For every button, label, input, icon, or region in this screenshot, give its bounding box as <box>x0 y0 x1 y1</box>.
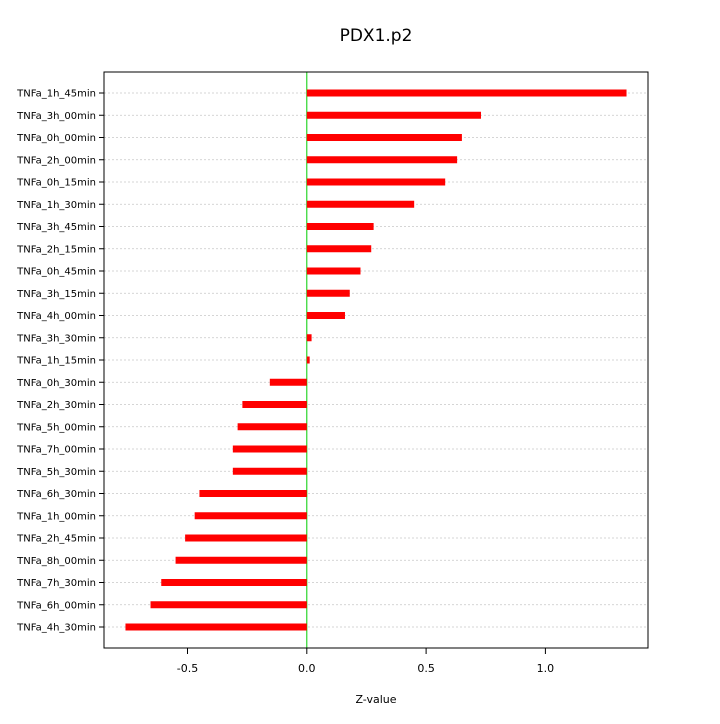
x-tick-label: 0.0 <box>298 662 316 675</box>
y-tick-label: TNFa_4h_30min <box>16 623 96 634</box>
y-tick-label: TNFa_1h_00min <box>16 511 96 522</box>
y-tick-label: TNFa_6h_30min <box>16 489 96 500</box>
x-tick-label: 1.0 <box>537 662 555 675</box>
chart-title: PDX1.p2 <box>340 26 413 46</box>
bar <box>175 556 307 564</box>
bar <box>306 312 345 319</box>
y-tick-label: TNFa_6h_00min <box>16 600 96 611</box>
bar <box>194 512 307 520</box>
bar <box>306 245 372 253</box>
bar <box>306 89 627 97</box>
bar <box>237 423 307 431</box>
y-axis: TNFa_1h_45min TNFa_3h_00min TNFa_0h_00min T… <box>16 89 104 634</box>
bar <box>306 156 458 164</box>
y-tick-label: TNFa_2h_30min <box>16 400 96 411</box>
y-tick-label: TNFa_2h_45min <box>16 534 96 545</box>
y-tick-label: TNFa_1h_30min <box>16 200 96 211</box>
y-tick-label: TNFa_1h_15min <box>16 356 96 367</box>
y-tick-label: TNFa_0h_45min <box>16 267 96 278</box>
x-axis-label: Z-value <box>355 693 396 706</box>
y-tick-label: TNFa_3h_30min <box>16 333 96 344</box>
bars <box>125 89 627 631</box>
y-tick-label: TNFa_3h_00min <box>16 111 96 122</box>
bar <box>306 289 350 297</box>
bar <box>306 178 446 186</box>
y-tick-label: TNFa_0h_00min <box>16 133 96 144</box>
bar <box>306 334 312 342</box>
bar <box>306 223 374 230</box>
y-tick-label: TNFa_2h_00min <box>16 155 96 166</box>
y-tick-label: TNFa_0h_15min <box>16 178 96 189</box>
bar <box>125 623 307 631</box>
bar <box>150 601 307 609</box>
y-tick-label: TNFa_8h_00min <box>16 556 96 567</box>
bar <box>242 401 307 408</box>
bar <box>185 534 307 542</box>
y-tick-label: TNFa_5h_30min <box>16 467 96 478</box>
bar <box>269 378 307 386</box>
y-tick-label: TNFa_3h_45min <box>16 222 96 233</box>
bar <box>306 267 361 275</box>
y-tick-label: TNFa_4h_00min <box>16 311 96 322</box>
y-tick-label: TNFa_7h_30min <box>16 578 96 589</box>
bar <box>232 467 307 475</box>
y-tick-label: TNFa_1h_45min <box>16 89 96 100</box>
x-axis: -0.5 0.0 0.5 1.0 <box>177 647 555 675</box>
bar <box>232 445 307 453</box>
grid-lines <box>104 92 648 628</box>
y-tick-label: TNFa_3h_15min <box>16 289 96 300</box>
bar <box>199 490 307 497</box>
bar <box>306 356 310 364</box>
y-tick-label: TNFa_0h_30min <box>16 378 96 389</box>
y-tick-label: TNFa_2h_15min <box>16 244 96 255</box>
y-tick-label: TNFa_5h_00min <box>16 422 96 433</box>
x-tick-label: -0.5 <box>177 662 198 675</box>
bar <box>306 111 481 119</box>
bar <box>161 579 307 586</box>
y-tick-label: TNFa_7h_00min <box>16 445 96 456</box>
bar <box>306 134 462 141</box>
bar <box>306 200 415 208</box>
x-tick-label: 0.5 <box>417 662 435 675</box>
